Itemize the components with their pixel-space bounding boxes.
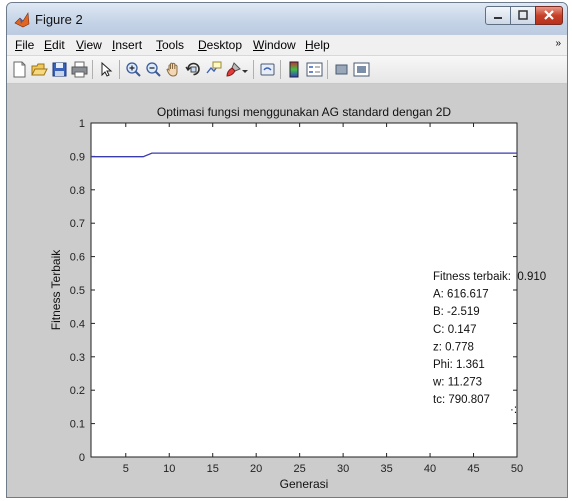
zoom-in-icon[interactable] <box>125 61 142 78</box>
colorbar-icon[interactable] <box>286 61 303 78</box>
x-axis-label: Generasi <box>280 477 329 491</box>
toolbar-separator <box>253 60 254 79</box>
window-title: Figure 2 <box>35 12 83 27</box>
brush-dropdown-icon[interactable] <box>241 61 249 78</box>
x-tick-label: 35 <box>380 463 392 475</box>
rotate-3d-icon[interactable] <box>185 61 202 78</box>
minimize-button[interactable] <box>485 6 511 25</box>
x-tick-label: 10 <box>163 463 175 475</box>
show-plot-tools-icon[interactable] <box>353 61 370 78</box>
y-tick-label: 0.9 <box>70 151 85 163</box>
axes-plot-area[interactable] <box>90 122 518 458</box>
menu-help[interactable]: Help <box>305 38 330 52</box>
toolbar <box>7 56 567 84</box>
close-icon <box>544 10 554 20</box>
toolbar-separator <box>92 60 93 79</box>
y-tick-label: 0.1 <box>70 419 85 431</box>
y-axis-label: Fitness Terbaik <box>49 249 63 330</box>
y-tick-label: 0.3 <box>70 352 85 364</box>
annotation-line: w: 11.273 <box>432 377 482 389</box>
x-tick-label: 20 <box>250 463 262 475</box>
y-tick-label: 0.2 <box>70 385 85 397</box>
menu-file[interactable]: File <box>15 38 35 52</box>
annotation-line: z: 0.778 <box>433 341 474 353</box>
print-icon[interactable] <box>71 61 88 78</box>
close-button[interactable] <box>535 6 563 25</box>
y-tick-group: 0 0.1 0.2 0.3 0.4 0.5 0.6 0.7 0.8 0.9 1 <box>70 118 517 464</box>
edit-plot-arrow-icon[interactable] <box>98 61 115 78</box>
annotation-line: B: -2.519 <box>433 306 480 318</box>
link-plot-icon[interactable] <box>259 61 276 78</box>
matlab-logo-icon <box>14 12 30 28</box>
figure-canvas: 0 0.1 0.2 0.3 0.4 0.5 0.6 0.7 0.8 0.9 1 5 10 15 20 25 3… <box>7 84 567 497</box>
x-tick-label: 50 <box>511 463 523 475</box>
x-tick-label: 5 <box>123 463 129 475</box>
x-tick-label: 30 <box>337 463 349 475</box>
zoom-out-icon[interactable] <box>145 61 162 78</box>
annotation-line: Phi: 1.361 <box>433 359 485 371</box>
annotation-line: Fitness terbaik: 0.910 <box>433 271 546 283</box>
maximize-icon <box>518 10 528 20</box>
x-tick-label: 45 <box>467 463 479 475</box>
data-marker-glyph: ·: <box>510 404 517 416</box>
toolbar-separator <box>280 60 281 79</box>
hide-plot-tools-icon[interactable] <box>333 61 350 78</box>
open-file-icon[interactable] <box>31 61 48 78</box>
title-bar[interactable]: Figure 2 <box>7 3 567 35</box>
figure-window: Figure 2 File Edit View Insert Tools Des… <box>6 2 568 498</box>
data-cursor-icon[interactable] <box>205 61 222 78</box>
maximize-button[interactable] <box>510 6 536 25</box>
annotation-line: A: 616.617 <box>433 289 489 301</box>
x-tick-label: 40 <box>424 463 436 475</box>
minimize-icon <box>494 17 502 19</box>
menu-insert[interactable]: Insert <box>112 38 143 52</box>
pan-hand-icon[interactable] <box>165 61 182 78</box>
menu-window[interactable]: Window <box>253 38 296 52</box>
menu-desktop[interactable]: Desktop <box>198 38 243 52</box>
save-icon[interactable] <box>51 61 68 78</box>
plot-title: Optimasi fungsi menggunakan AG standard … <box>157 105 452 119</box>
series-line <box>91 152 517 158</box>
menu-view[interactable]: View <box>76 38 102 52</box>
annotation-line: C: 0.147 <box>433 324 476 336</box>
y-tick-label: 1 <box>79 118 85 130</box>
plot-svg: 0 0.1 0.2 0.3 0.4 0.5 0.6 0.7 0.8 0.9 1 5 10 15 20 25 3… <box>49 105 546 491</box>
menu-overflow-arrow[interactable]: » <box>555 38 561 49</box>
x-tick-label: 15 <box>207 463 219 475</box>
y-tick-label: 0.4 <box>70 318 85 330</box>
annotation-textbox: Fitness terbaik: 0.910 A: 616.617 B: -2.51… <box>432 271 546 406</box>
brush-icon[interactable] <box>225 61 242 78</box>
menu-tools[interactable]: Tools <box>156 38 185 52</box>
y-tick-label: 0 <box>79 452 85 464</box>
new-figure-icon[interactable] <box>11 61 28 78</box>
y-tick-label: 0.8 <box>70 185 85 197</box>
toolbar-separator <box>327 60 328 79</box>
y-tick-label: 0.5 <box>70 285 85 297</box>
menu-bar: File Edit View Insert Tools Desktop Wind… <box>7 35 567 56</box>
toolbar-separator <box>119 60 120 79</box>
legend-icon[interactable] <box>306 61 323 78</box>
annotation-line: tc: 790.807 <box>433 394 490 406</box>
x-tick-label: 25 <box>294 463 306 475</box>
x-tick-group: 5 10 15 20 25 30 35 40 45 50 <box>123 123 523 475</box>
menu-edit[interactable]: Edit <box>44 38 65 52</box>
y-tick-label: 0.7 <box>70 218 85 230</box>
y-tick-label: 0.6 <box>70 252 85 264</box>
